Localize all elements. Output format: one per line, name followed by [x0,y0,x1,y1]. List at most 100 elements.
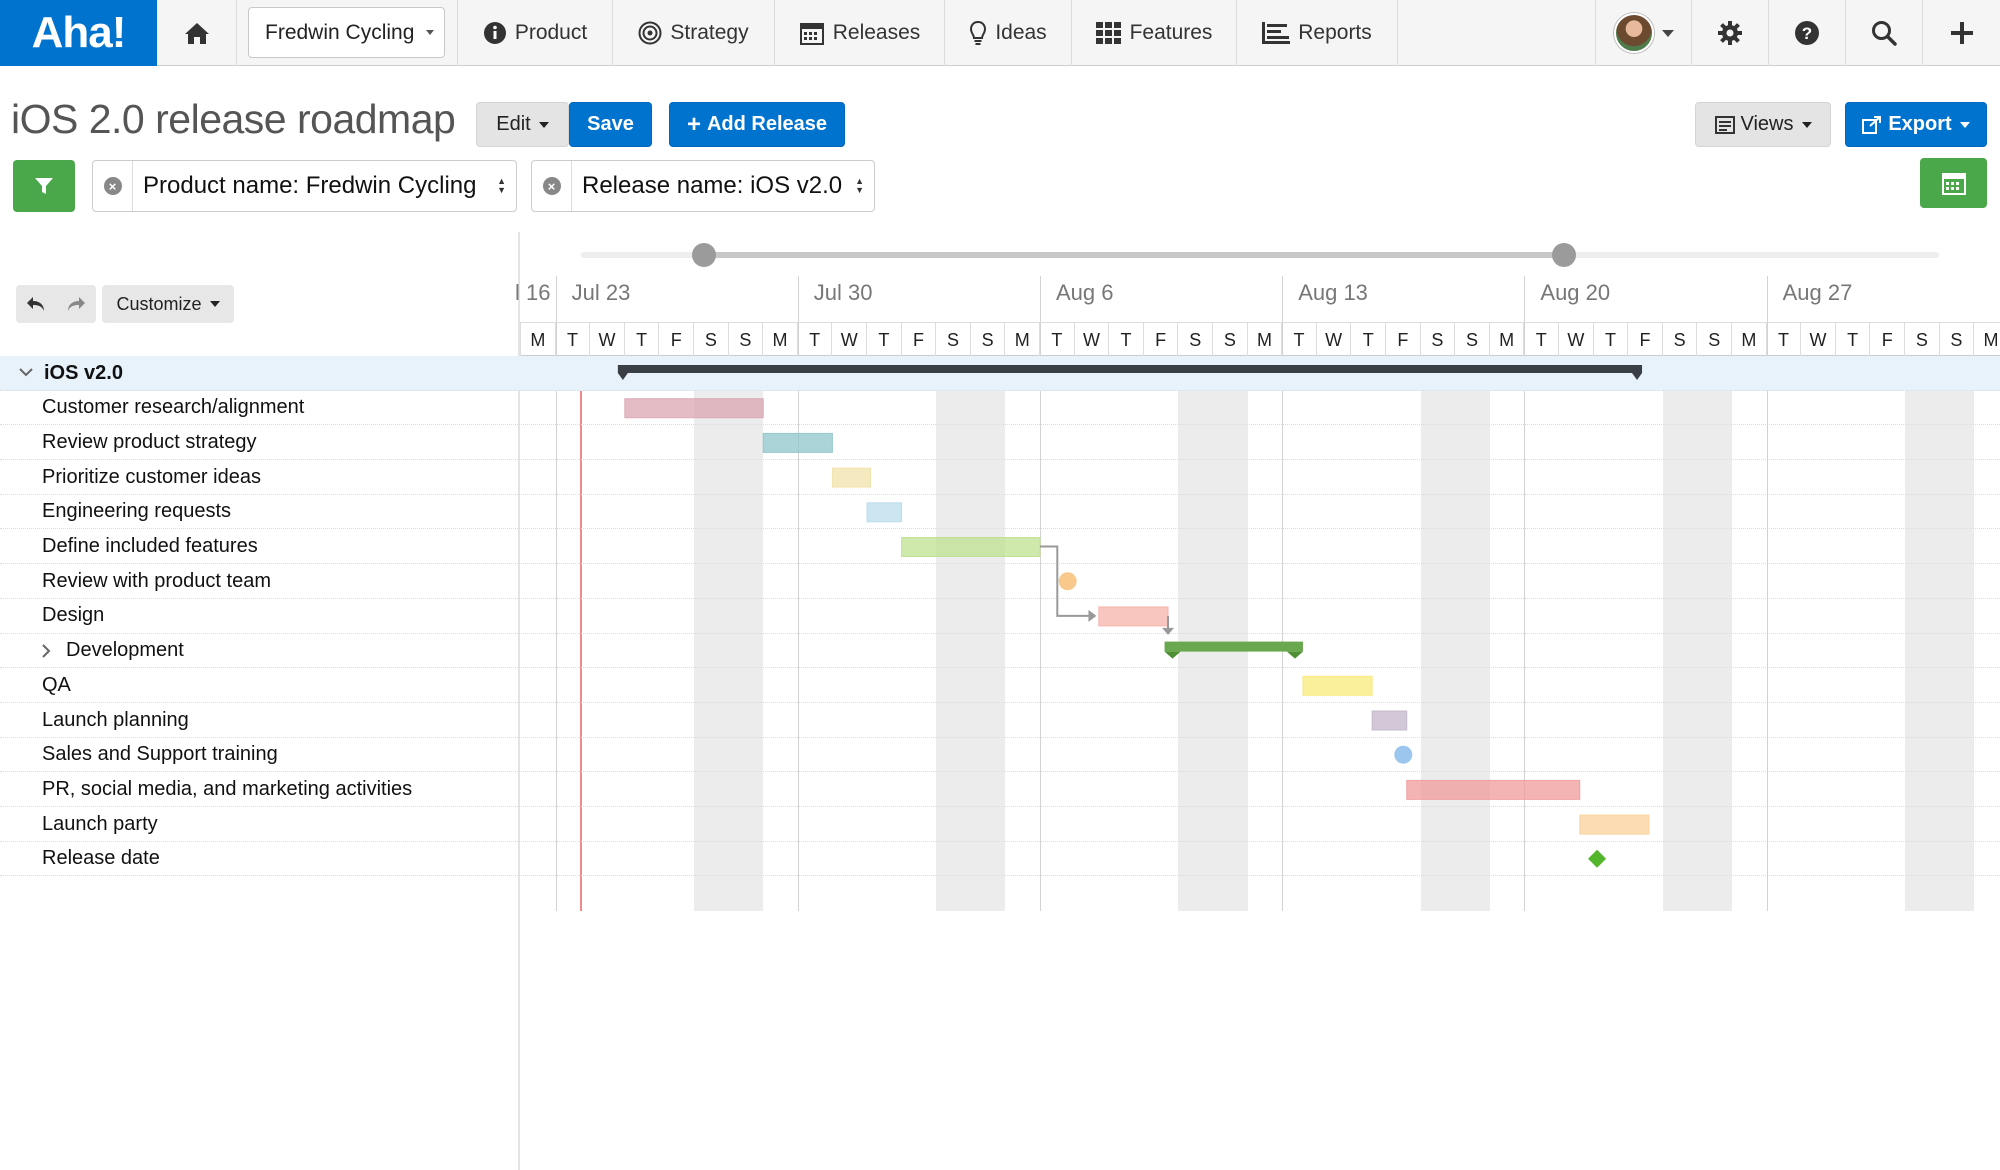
user-menu[interactable] [1595,0,1692,66]
timeline-range-fill [704,252,1564,258]
feature-list-panel [0,232,520,1170]
filter-release-name[interactable]: × Release name: iOS v2.0 ▲ ▼ [531,160,875,212]
roadmap-row[interactable]: Customer research/alignment [0,391,2000,426]
tab-label: Ideas [995,21,1047,44]
page-title: iOS 2.0 release roadmap [11,96,456,142]
home-button[interactable] [157,0,237,66]
row-label: QA [42,673,71,696]
row-label: Design [42,604,105,627]
chevron-down-icon [426,30,434,35]
calendar-icon [799,23,824,45]
release-row[interactable]: iOS v2.0 [0,356,2000,391]
tab-label: Reports [1298,21,1372,44]
day-header: S [1904,323,1939,357]
filter-button[interactable] [13,160,75,212]
row-label: Sales and Support training [42,743,278,766]
sort-arrows-icon: ▲ ▼ [855,176,864,195]
day-header: M [1731,323,1766,357]
week-header: Aug 20 [1540,280,1611,305]
aha-logo[interactable]: Aha! [0,0,157,66]
range-end-handle[interactable] [1552,243,1576,267]
add-button[interactable] [1923,0,2000,66]
plus-icon [1950,22,1973,44]
tab-label: Product [514,21,588,44]
roadmap-row[interactable]: Release date [0,842,2000,877]
day-header: T [1350,323,1385,357]
roadmap-row[interactable]: Design [0,599,2000,634]
row-label: Launch party [42,812,158,835]
filter-product-name[interactable]: × Product name: Fredwin Cycling ▲ ▼ [92,160,517,212]
export-icon [1862,115,1882,134]
roadmap-row[interactable]: QA [0,668,2000,703]
week-header: Aug 6 [1056,280,1114,305]
day-header: W [831,323,866,357]
gear-icon [1718,21,1742,45]
chevron-down-icon[interactable] [18,365,33,377]
edit-button[interactable]: Edit [476,102,569,147]
undo-redo-group [16,285,96,323]
day-header: S [727,323,763,357]
calendar-view-button[interactable] [1920,158,1987,208]
tab-label: Releases [832,21,921,44]
row-label: Review with product team [42,569,271,592]
row-label: Review product strategy [42,430,257,453]
export-button[interactable]: Export [1845,102,1987,147]
roadmap-row[interactable]: PR, social media, and marketing activiti… [0,772,2000,808]
info-icon [483,22,506,44]
day-header: M [1488,323,1524,357]
day-header: T [1834,323,1870,357]
svg-text:?: ? [1802,24,1812,43]
product-selector[interactable]: Fredwin Cycling [248,7,445,58]
roadmap-row[interactable]: Sales and Support training [0,738,2000,773]
roadmap-row[interactable]: Prioritize customer ideas [0,460,2000,495]
search-button[interactable] [1846,0,1923,66]
tab-strategy[interactable]: Strategy [613,0,775,66]
undo-button[interactable] [16,285,56,323]
remove-filter-button[interactable]: × [93,161,133,211]
day-header: T [1281,323,1316,357]
week-separator [1766,276,1768,911]
redo-button[interactable] [56,285,96,323]
roadmap-row[interactable]: Launch party [0,807,2000,842]
customize-button[interactable]: Customize [102,285,234,323]
week-separator [797,276,799,911]
roadmap-row[interactable]: Review product strategy [0,425,2000,461]
export-label: Export [1888,113,1952,135]
add-release-button[interactable]: + Add Release [669,102,845,147]
report-icon [1262,22,1291,44]
roadmap-row[interactable]: Review with product team [0,564,2000,599]
day-header: S [1696,323,1731,357]
week-header: Aug 27 [1782,280,1853,305]
day-header: S [1454,323,1489,357]
roadmap-row[interactable]: Development [0,634,2000,669]
row-label: PR, social media, and marketing activiti… [42,777,413,800]
settings-button[interactable] [1692,0,1769,66]
day-header: T [1592,323,1628,357]
views-button[interactable]: Views [1695,102,1831,147]
tab-ideas[interactable]: Ideas [945,0,1072,66]
day-header: W [1315,323,1351,357]
roadmap-row[interactable]: Engineering requests [0,495,2000,530]
tab-product[interactable]: Product [457,0,613,66]
day-header: W [1558,323,1593,357]
roadmap-row[interactable]: Define included features [0,530,2000,565]
plus-icon: + [686,110,701,138]
range-start-handle[interactable] [692,243,716,267]
views-icon [1714,115,1735,134]
day-header: F [1385,323,1420,357]
roadmap-row[interactable]: Launch planning [0,703,2000,738]
row-label: Release date [42,847,160,870]
help-icon: ? [1795,21,1819,45]
tab-reports[interactable]: Reports [1237,0,1398,66]
tab-features[interactable]: Features [1072,0,1237,66]
sort-arrows-icon: ▲ ▼ [497,176,506,195]
remove-filter-button[interactable]: × [532,161,572,211]
row-label: Define included features [42,535,258,557]
chevron-down-icon [1959,121,1970,128]
chevron-right-icon[interactable] [40,643,52,658]
help-button[interactable]: ? [1769,0,1846,66]
day-header: S [1938,323,1974,357]
save-button[interactable]: Save [569,102,652,147]
tab-releases[interactable]: Releases [775,0,945,66]
day-header: W [589,323,624,357]
